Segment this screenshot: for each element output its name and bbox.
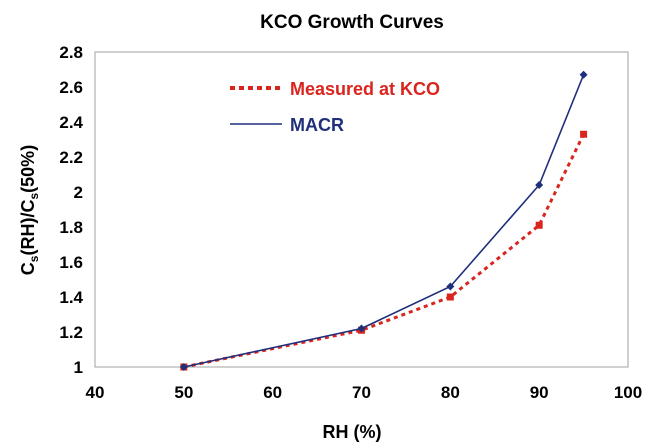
data-point-1-3 — [535, 181, 544, 189]
series-line-0 — [183, 133, 585, 369]
y-tick-label: 1.4 — [59, 288, 83, 307]
data-point-0-4 — [580, 130, 588, 138]
legend-label-measured: Measured at KCO — [290, 79, 440, 99]
y-axis-label: Cs(RH)/Cs(50%) — [18, 145, 41, 275]
legend: Measured at KCO MACR — [230, 79, 440, 135]
legend-label-macr: MACR — [290, 115, 344, 135]
x-axis-label: RH (%) — [323, 422, 382, 442]
data-point-1-4 — [579, 70, 588, 79]
x-tick-labels: 40 50 60 70 80 90 100 — [86, 383, 643, 402]
data-point-0-3 — [535, 221, 543, 229]
x-tick-label: 50 — [174, 383, 193, 402]
data-point-1-1 — [357, 324, 366, 333]
x-tick-label: 90 — [530, 383, 549, 402]
data-point-1-2 — [446, 282, 455, 291]
y-tick-label: 2.6 — [59, 78, 83, 97]
y-tick-label: 2.4 — [59, 113, 83, 132]
x-tick-label: 80 — [441, 383, 460, 402]
y-tick-label: 2 — [74, 183, 83, 202]
y-tick-label: 2.8 — [59, 43, 83, 62]
chart-title: KCO Growth Curves — [260, 12, 444, 33]
x-tick-label: 100 — [614, 383, 642, 402]
y-tick-label: 1 — [74, 358, 83, 377]
x-tick-label: 40 — [86, 383, 105, 402]
y-tick-labels: 1 1.2 1.4 1.6 1.8 2 2.2 2.4 2.6 2.8 — [59, 43, 83, 377]
series-line-1 — [183, 74, 585, 368]
y-tick-label: 2.2 — [59, 148, 83, 167]
y-tick-label: 1.6 — [59, 253, 83, 272]
y-tick-label: 1.2 — [59, 323, 83, 342]
x-tick-label: 70 — [352, 383, 371, 402]
x-tick-label: 60 — [263, 383, 282, 402]
data-point-0-2 — [446, 293, 454, 301]
plot-area — [94, 51, 629, 368]
series-layer — [179, 70, 588, 371]
y-tick-label: 1.8 — [59, 218, 83, 237]
data-point-1-0 — [179, 363, 188, 371]
